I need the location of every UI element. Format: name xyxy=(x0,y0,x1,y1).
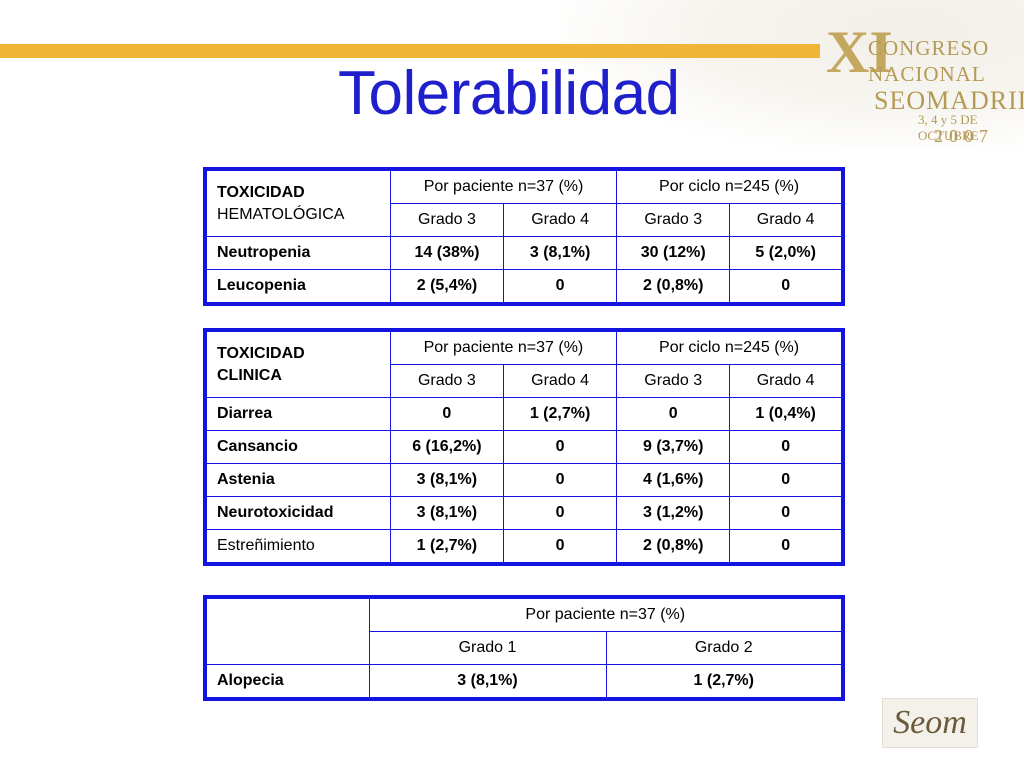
table-row: Neutropenia 14 (38%) 3 (8,1%) 30 (12%) 5… xyxy=(204,236,844,270)
table-cell: 0 xyxy=(729,269,844,305)
group-header-per-patient: Por paciente n=37 (%) xyxy=(389,168,618,204)
row-label: Astenia xyxy=(204,463,391,497)
congress-logo: XI CONGRESO NACIONAL SEOMADRID 3, 4 y 5 … xyxy=(826,19,1024,146)
accent-bar xyxy=(0,44,820,58)
row-label: Estreñimiento xyxy=(204,529,391,565)
row-label: Leucopenia xyxy=(204,269,391,305)
row-label: Alopecia xyxy=(204,664,370,700)
table-cell: 0 xyxy=(729,529,844,565)
table-cell: 1 (2,7%) xyxy=(389,529,505,565)
group-header-per-patient: Por paciente n=37 (%) xyxy=(368,596,844,632)
congress-line3: SEOMADRID xyxy=(874,86,1024,115)
table-cell: 1 (2,7%) xyxy=(605,664,844,700)
table-cell: 1 (0,4%) xyxy=(729,397,844,431)
group-header-per-cycle: Por ciclo n=245 (%) xyxy=(616,168,844,204)
table-header-label: TOXICIDAD HEMATOLÓGICA xyxy=(204,168,391,237)
table-cell: 0 xyxy=(502,463,618,497)
table-cell: 4 (1,6%) xyxy=(616,463,731,497)
subheader-cell: Grado 3 xyxy=(616,203,731,237)
subheader-cell: Grado 3 xyxy=(389,364,505,398)
group-header-per-cycle: Por ciclo n=245 (%) xyxy=(616,329,844,365)
congress-dates: 3, 4 y 5 DE OCTUBRE xyxy=(918,112,979,143)
congress-year: 2007 xyxy=(934,126,994,146)
slide-title: Tolerabilidad xyxy=(338,59,680,128)
congress-line2: NACIONAL xyxy=(868,62,986,86)
table-cell: 0 xyxy=(502,496,618,530)
group-header-per-patient: Por paciente n=37 (%) xyxy=(389,329,618,365)
hematologic-toxicity-table: TOXICIDAD HEMATOLÓGICA Por paciente n=37… xyxy=(203,167,845,306)
empty-header-cell xyxy=(204,596,370,665)
row-label: Cansancio xyxy=(204,430,391,464)
table-row: Neurotoxicidad 3 (8,1%) 0 3 (1,2%) 0 xyxy=(204,496,844,530)
congress-line1: CONGRESO xyxy=(868,36,990,60)
congress-roman-numeral: XI xyxy=(826,19,893,85)
subheader-cell: Grado 3 xyxy=(616,364,731,398)
subheader-cell: Grado 4 xyxy=(503,203,618,237)
row-label: Neurotoxicidad xyxy=(204,496,391,530)
table-cell: 30 (12%) xyxy=(616,236,731,270)
table-cell: 1 (2,7%) xyxy=(502,397,618,431)
table-cell: 0 xyxy=(502,529,618,565)
table-row: Leucopenia 2 (5,4%) 0 2 (0,8%) 0 xyxy=(204,269,844,305)
table-cell: 2 (0,8%) xyxy=(616,269,731,305)
subheader-cell: Grado 2 xyxy=(605,631,844,665)
header-line2: CLINICA xyxy=(217,366,282,384)
table-cell: 0 xyxy=(502,430,618,464)
table-cell: 0 xyxy=(389,397,505,431)
subheader-cell: Grado 3 xyxy=(389,203,505,237)
table-cell: 0 xyxy=(503,269,618,305)
table-cell: 3 (8,1%) xyxy=(389,463,505,497)
table-row: Alopecia 3 (8,1%) 1 (2,7%) xyxy=(204,664,844,700)
header-artwork xyxy=(560,0,1024,150)
table-row: Estreñimiento 1 (2,7%) 0 2 (0,8%) 0 xyxy=(204,529,844,565)
table-cell: 3 (8,1%) xyxy=(368,664,607,700)
table-cell: 3 (8,1%) xyxy=(503,236,618,270)
alopecia-table: Por paciente n=37 (%) Grado 1 Grado 2 Al… xyxy=(203,595,845,701)
row-label: Neutropenia xyxy=(204,236,391,270)
header-line1: TOXICIDAD xyxy=(217,183,305,201)
table-cell: 0 xyxy=(729,463,844,497)
clinical-toxicity-table: TOXICIDAD CLINICA Por paciente n=37 (%) … xyxy=(203,328,845,566)
table-cell: 3 (1,2%) xyxy=(616,496,731,530)
seom-logo: Seom xyxy=(882,698,978,748)
table-cell: 0 xyxy=(616,397,731,431)
table-cell: 3 (8,1%) xyxy=(389,496,505,530)
table-row: Diarrea 0 1 (2,7%) 0 1 (0,4%) xyxy=(204,397,844,431)
table-cell: 9 (3,7%) xyxy=(616,430,731,464)
table-cell: 0 xyxy=(729,430,844,464)
table-cell: 2 (0,8%) xyxy=(616,529,731,565)
header-line2: HEMATOLÓGICA xyxy=(217,205,345,223)
table-cell: 2 (5,4%) xyxy=(389,269,505,305)
header-line1: TOXICIDAD xyxy=(217,344,305,362)
subheader-cell: Grado 4 xyxy=(729,203,844,237)
subheader-cell: Grado 1 xyxy=(368,631,607,665)
table-header-label: TOXICIDAD CLINICA xyxy=(204,329,391,398)
row-label: Diarrea xyxy=(204,397,391,431)
table-row: Cansancio 6 (16,2%) 0 9 (3,7%) 0 xyxy=(204,430,844,464)
table-cell: 0 xyxy=(729,496,844,530)
table-cell: 14 (38%) xyxy=(389,236,505,270)
table-cell: 6 (16,2%) xyxy=(389,430,505,464)
table-row: Astenia 3 (8,1%) 0 4 (1,6%) 0 xyxy=(204,463,844,497)
table-cell: 5 (2,0%) xyxy=(729,236,844,270)
subheader-cell: Grado 4 xyxy=(729,364,844,398)
subheader-cell: Grado 4 xyxy=(502,364,618,398)
